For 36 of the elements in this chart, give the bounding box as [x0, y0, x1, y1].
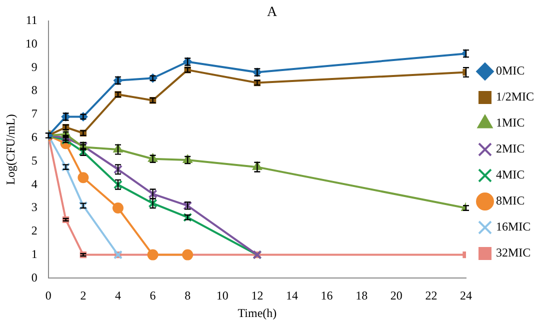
y-tick-label: 8 — [31, 83, 38, 98]
y-tick-label: 6 — [31, 130, 38, 144]
legend-label: 8MIC — [496, 194, 525, 208]
x-axis-title: Time(h) — [238, 306, 277, 320]
y-tick-label: 9 — [31, 60, 38, 74]
y-tick-label: 7 — [31, 106, 38, 121]
legend-label: 0MIC — [496, 64, 525, 78]
legend-label: 1MIC — [496, 116, 525, 130]
y-tick-label: 5 — [31, 153, 38, 168]
y-tick-label: 11 — [26, 12, 38, 27]
legend-label: 1/2MIC — [496, 90, 534, 104]
legend-label: 16MIC — [496, 220, 531, 234]
y-tick-label: 3 — [31, 200, 38, 214]
x-tick-label: 18 — [356, 288, 368, 303]
x-tick-label: 24 — [460, 288, 472, 303]
y-tick-label: 10 — [25, 36, 38, 50]
x-tick-label: 16 — [320, 288, 333, 303]
x-tick-label: 12 — [251, 288, 264, 303]
x-tick-label: 2 — [80, 288, 86, 303]
legend-label: 2MIC — [496, 142, 525, 156]
x-tick-label: 20 — [390, 288, 402, 303]
y-axis-title: Log(CFU/mL) — [3, 114, 18, 185]
x-tick-label: 0 — [45, 288, 52, 303]
x-tick-label: 10 — [216, 288, 228, 303]
y-tick-label: 1 — [31, 246, 38, 261]
chart-title: A — [266, 5, 278, 20]
y-tick-label: 4 — [31, 176, 38, 191]
x-tick-label: 8 — [184, 288, 191, 303]
y-tick-label: 2 — [31, 224, 38, 238]
legend-label: 32MIC — [496, 246, 531, 260]
x-tick-label: 22 — [425, 288, 438, 303]
x-tick-label: 4 — [115, 288, 121, 303]
x-tick-label: 6 — [150, 288, 156, 303]
x-tick-label: 14 — [286, 288, 298, 303]
legend-label: 4MIC — [496, 168, 525, 182]
y-tick-label: 0 — [31, 270, 38, 284]
